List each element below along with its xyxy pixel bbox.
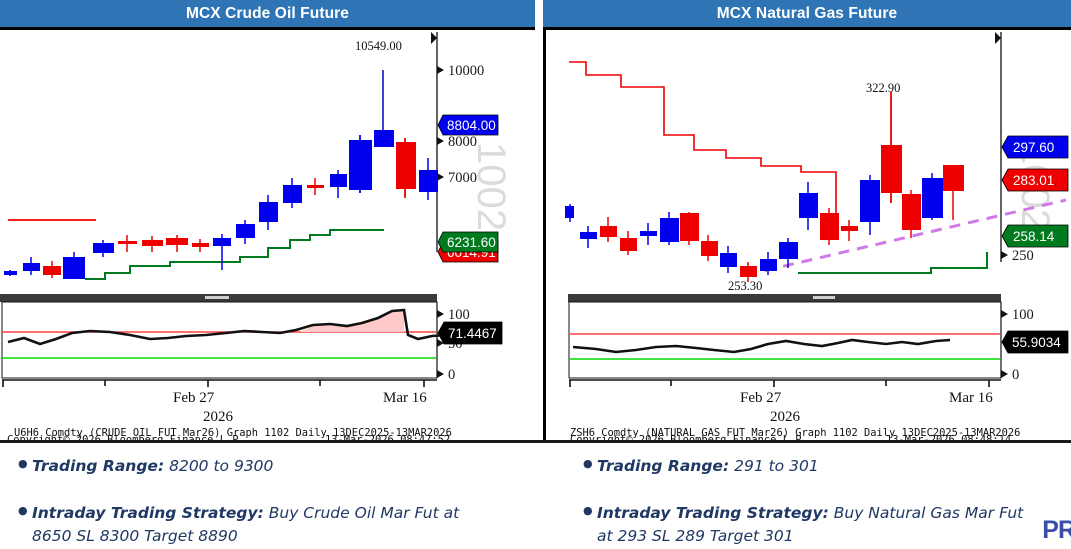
gas-footer-svg: Copyright© 2026 Bloomberg Finance L.P. 1… xyxy=(570,434,1011,440)
chart-crude-oil: 1002 10000 8000 7000 xyxy=(0,30,535,440)
bullet-trading-range-value: 8200 to 9300 xyxy=(169,457,274,475)
rsi-line xyxy=(7,308,447,346)
svg-text:1002: 1002 xyxy=(469,142,513,231)
footer-copyright: Copyright© 2026 Bloomberg Finance L.P. xyxy=(7,434,245,440)
rsi-overbought-fill xyxy=(300,310,404,332)
panel-splitter[interactable] xyxy=(568,294,1001,302)
price-tag-green[interactable]: 6231.60 xyxy=(437,231,499,253)
resistance-step-line xyxy=(569,61,837,215)
bullet-dot-icon xyxy=(18,455,32,478)
chart-natural-gas: 1002 250 xyxy=(543,30,1071,440)
rsi-value-tag-text: 55.9034 xyxy=(1012,335,1061,350)
rsi-tick-100: 100 xyxy=(448,307,470,323)
panel-splitter-grip[interactable] xyxy=(813,296,835,299)
panel-splitter-grip[interactable] xyxy=(205,296,229,299)
price-tag-green-text: 6231.60 xyxy=(447,235,496,250)
price-axis-arrow xyxy=(431,32,437,44)
rsi-tick-0: 0 xyxy=(448,367,455,383)
price-tag-last-red-text: 283.01 xyxy=(1013,173,1054,188)
rsi-subchart: 100 50 0 71.4467 xyxy=(1,301,503,383)
bullet-trading-range-value: 291 to 301 xyxy=(734,457,819,475)
support-step-line xyxy=(85,229,384,280)
price-tag-blue-text: 297.60 xyxy=(1013,140,1054,155)
price-tag-green[interactable]: 258.14 xyxy=(1001,224,1069,248)
footer-line-1: U6H6 Comdty (CRUDE OIL FUT Mar26) Graph … xyxy=(14,427,452,439)
rsi-value-tag-text: 71.4467 xyxy=(448,326,497,341)
rsi-value-tag[interactable]: 55.9034 xyxy=(1001,330,1069,354)
x-label-feb27: Feb 27 xyxy=(740,390,782,406)
footer-copyright: Copyright© 2026 Bloomberg Finance L.P. xyxy=(570,434,808,440)
price-axis-arrow xyxy=(995,32,1001,44)
bullet-trading-range-text: Trading Range: 291 to 301 xyxy=(597,455,819,478)
pr-logo: PR xyxy=(1042,516,1071,544)
commentary-section: Trading Range: 8200 to 9300 Intraday Tra… xyxy=(0,440,1071,549)
gas-low-annotation: 253.30 xyxy=(728,279,762,293)
watermark-1002: 1002 xyxy=(469,142,513,231)
bullet-intraday-strategy-text: Intraday Trading Strategy: Buy Natural G… xyxy=(597,502,1027,548)
price-tick-10000: 10000 xyxy=(448,63,484,79)
bullet-trading-range-label: Trading Range: xyxy=(32,457,165,475)
x-axis: Feb 27 Mar 16 2026 xyxy=(569,379,1001,425)
bullet-intraday-strategy-label: Intraday Trading Strategy: xyxy=(597,504,829,522)
bullet-dot-icon xyxy=(583,502,597,548)
price-tag-green-text: 258.14 xyxy=(1013,229,1055,244)
bullet-intraday-strategy-label: Intraday Trading Strategy: xyxy=(32,504,264,522)
price-tag-last-blue[interactable]: 8804.00 xyxy=(437,114,499,136)
footer-timestamp: 13-Mar-2026 08:48:14 xyxy=(886,434,1011,440)
rsi-subchart: 100 0 55.9034 xyxy=(568,301,1069,383)
bullet-trading-range: Trading Range: 8200 to 9300 xyxy=(18,455,535,478)
crude-footer-svg: Copyright© 2026 Bloomberg Finance L.P. 1… xyxy=(7,434,450,440)
crude-oil-chart-svg: 1002 10000 8000 7000 xyxy=(0,32,513,439)
price-tick-7000: 7000 xyxy=(448,170,477,186)
commentary-crude-oil: Trading Range: 8200 to 9300 Intraday Tra… xyxy=(0,443,535,549)
footer-line-1: ZSH6 Comdty (NATURAL GAS FUT Mar26) Grap… xyxy=(570,427,1020,439)
gas-high-annotation: 322.90 xyxy=(866,81,900,95)
bullet-trading-range-text: Trading Range: 8200 to 9300 xyxy=(32,455,273,478)
price-tag-blue[interactable]: 297.60 xyxy=(1001,135,1069,159)
x-axis: Feb 27 Mar 16 2026 xyxy=(2,379,437,425)
support-step-line xyxy=(798,252,988,274)
price-tick-250: 250 xyxy=(1012,248,1034,264)
bullet-intraday-strategy-value: Buy Crude Oil Mar Fut at 8650 SL 8300 Ta… xyxy=(32,504,460,545)
panel-title-crude-oil: MCX Crude Oil Future xyxy=(0,0,535,30)
rsi-tick-100: 100 xyxy=(1012,307,1034,323)
candlestick-series xyxy=(565,92,964,282)
rsi-tick-0: 0 xyxy=(1012,367,1019,383)
bullet-intraday-strategy-value: Buy Natural Gas Mar Fut at 293 SL 289 Ta… xyxy=(597,504,1024,545)
price-tick-8000: 8000 xyxy=(448,134,477,150)
price-tick-group: 10000 8000 7000 xyxy=(437,63,484,186)
x-label-mar16: Mar 16 xyxy=(949,390,993,406)
natural-gas-chart-svg: 1002 250 xyxy=(565,32,1069,439)
panel-crude-oil: MCX Crude Oil Future 1002 10000 8000 700 xyxy=(0,0,535,440)
candlestick-series xyxy=(4,70,438,279)
crude-high-annotation: 10549.00 xyxy=(355,39,402,53)
rsi-line xyxy=(572,338,951,354)
commentary-natural-gas: Trading Range: 291 to 301 Intraday Tradi… xyxy=(535,443,1071,549)
price-tag-last-blue-text: 8804.00 xyxy=(447,118,496,133)
bullet-dot-icon xyxy=(583,455,597,478)
bullet-intraday-strategy: Intraday Trading Strategy: Buy Natural G… xyxy=(583,502,1071,548)
bullet-dot-icon xyxy=(18,502,32,548)
trendline-dashed xyxy=(745,198,1067,277)
rsi-value-tag[interactable]: 71.4467 xyxy=(437,321,503,345)
footer-timestamp: 13-Mar-2026 08:47:52 xyxy=(325,434,450,440)
bullet-trading-range-label: Trading Range: xyxy=(597,457,730,475)
panel-natural-gas: MCX Natural Gas Future 1002 250 xyxy=(535,0,1071,440)
panel-title-natural-gas: MCX Natural Gas Future xyxy=(543,0,1071,30)
x-label-mar16: Mar 16 xyxy=(383,390,427,406)
x-label-year: 2026 xyxy=(770,409,801,425)
x-label-feb27: Feb 27 xyxy=(173,390,215,406)
bullet-intraday-strategy-text: Intraday Trading Strategy: Buy Crude Oil… xyxy=(32,502,462,548)
x-label-year: 2026 xyxy=(203,409,234,425)
bullet-intraday-strategy: Intraday Trading Strategy: Buy Crude Oil… xyxy=(18,502,535,548)
price-tag-last-red[interactable]: 283.01 xyxy=(1001,168,1069,192)
bullet-trading-range: Trading Range: 291 to 301 xyxy=(583,455,1071,478)
